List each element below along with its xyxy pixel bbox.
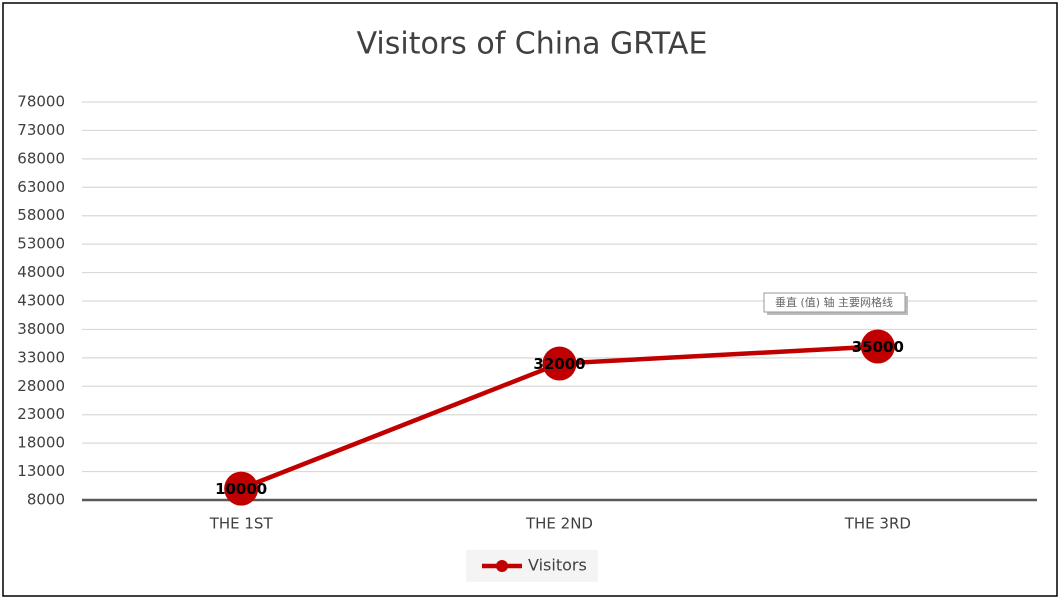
tooltip-text: 垂直 (值) 轴 主要网格线 [775, 295, 893, 309]
x-tick-label: THE 1ST [209, 515, 274, 533]
y-tick-label: 33000 [17, 348, 65, 366]
y-tick-label: 78000 [17, 93, 65, 111]
y-tick-label: 73000 [17, 121, 65, 139]
y-tick-label: 8000 [27, 491, 65, 509]
x-tick-label: THE 3RD [844, 515, 911, 533]
y-tick-label: 38000 [17, 320, 65, 338]
y-tick-label: 18000 [17, 434, 65, 452]
x-tick-label: THE 2ND [525, 515, 593, 533]
point [542, 346, 577, 381]
legend-label: Visitors [528, 556, 587, 575]
y-tick-label: 53000 [17, 235, 65, 253]
y-tick-label: 58000 [17, 206, 65, 224]
y-tick-label: 23000 [17, 405, 65, 423]
data-label: 32000 [533, 355, 585, 373]
y-tick-label: 13000 [17, 462, 65, 480]
chart-title: Visitors of China GRTAE [357, 27, 708, 62]
legend-marker [496, 560, 508, 572]
point [224, 471, 259, 506]
y-tick-label: 43000 [17, 292, 65, 310]
y-tick-label: 28000 [17, 377, 65, 395]
data-label: 35000 [852, 338, 904, 356]
tooltip-box [763, 292, 906, 313]
data-label: 10000 [215, 480, 267, 498]
y-tick-label: 68000 [17, 149, 65, 167]
y-tick-label: 48000 [17, 263, 65, 281]
y-tick-label: 63000 [17, 178, 65, 196]
point [860, 329, 895, 364]
